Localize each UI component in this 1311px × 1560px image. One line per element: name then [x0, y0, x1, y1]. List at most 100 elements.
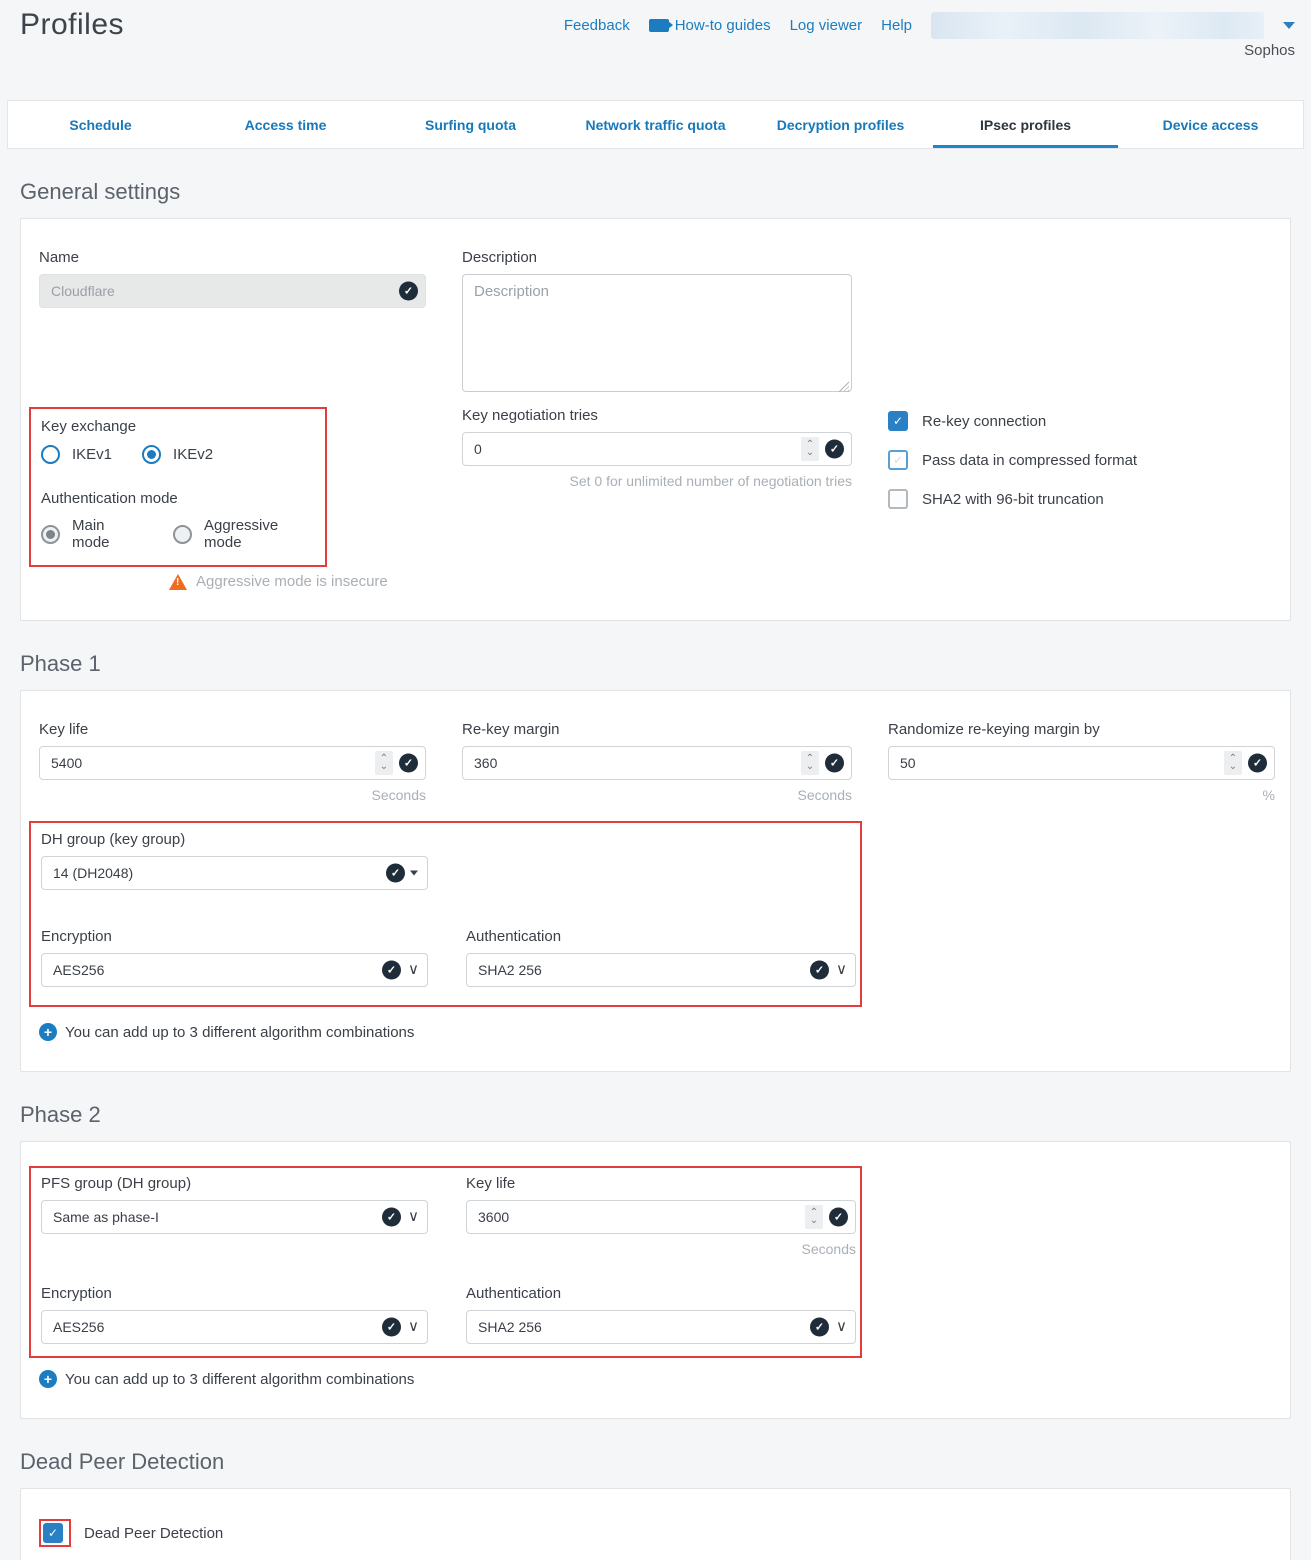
tab-access-time[interactable]: Access time	[244, 116, 327, 133]
stepper-icon[interactable]: ⌃ ⌄	[1224, 751, 1242, 775]
tab-decryption-profiles[interactable]: Decryption profiles	[776, 116, 905, 133]
warning-icon	[169, 573, 187, 590]
ikev1-label: IKEv1	[72, 446, 113, 463]
top-nav: Feedback How-to guides Log viewer Help	[564, 12, 1295, 39]
rekey-margin-label: Re-key margin	[462, 721, 560, 738]
dpd-section: Dead Peer Detection ✓ Dead Peer Detectio…	[20, 1449, 1291, 1560]
compressed-format-label: Pass data in compressed format	[922, 451, 1138, 469]
feedback-link[interactable]: Feedback	[563, 17, 630, 34]
general-settings-section: General settings Name ✓ Description	[20, 179, 1291, 621]
howto-guides-link[interactable]: How-to guides	[648, 17, 771, 34]
phase2-add-note: You can add up to 3 different algorithm …	[65, 1370, 415, 1388]
sha2-truncation-label: SHA2 with 96-bit truncation	[922, 490, 1104, 508]
stepper-icon[interactable]: ⌃ ⌄	[375, 751, 393, 775]
pfs-group-label: PFS group (DH group)	[41, 1175, 192, 1192]
tab-surfing-quota[interactable]: Surfing quota	[425, 116, 516, 133]
tab-schedule[interactable]: Schedule	[69, 116, 132, 133]
aggressive-mode-radio[interactable]	[173, 524, 193, 544]
name-field	[39, 274, 426, 308]
phase1-key-life-label: Key life	[39, 721, 89, 738]
tab-network-traffic-quota[interactable]: Network traffic quota	[585, 116, 726, 133]
header: Profiles Feedback How-to guides Log view…	[0, 0, 1311, 100]
dpd-checkbox-label: Dead Peer Detection	[84, 1524, 224, 1542]
phase1-algorithms-annotation-box: DH group (key group) 14 (DH2048) ✓ Encry…	[29, 821, 862, 1007]
dh-group-label: DH group (key group)	[41, 831, 186, 848]
dropdown-chevron-icon: ∨	[836, 1317, 847, 1335]
phase1-authentication-label: Authentication	[466, 928, 562, 945]
randomize-margin-input[interactable]	[888, 746, 1275, 780]
phase2-encryption-label: Encryption	[41, 1285, 112, 1302]
stepper-icon[interactable]: ⌃ ⌄	[801, 437, 819, 461]
help-link[interactable]: Help	[881, 17, 912, 34]
check-circle-icon: ✓	[382, 1317, 401, 1337]
ikev1-radio[interactable]	[41, 445, 60, 464]
phase1-encryption-select[interactable]: AES256 ✓ ∨	[41, 953, 428, 987]
phase2-key-life-unit: Seconds	[801, 1241, 856, 1257]
phase2-key-life-label: Key life	[466, 1175, 516, 1192]
plus-icon[interactable]: +	[39, 1023, 57, 1041]
check-circle-icon: ✓	[386, 863, 405, 883]
check-circle-icon: ✓	[825, 753, 844, 773]
randomize-margin-label: Randomize re-keying margin by	[888, 721, 1100, 738]
rekey-margin-input[interactable]	[462, 746, 852, 780]
dpd-heading: Dead Peer Detection	[20, 1449, 225, 1474]
main-mode-label: Main mode	[72, 517, 110, 551]
aggressive-mode-label: Aggressive mode	[204, 517, 279, 551]
dpd-card: ✓ Dead Peer Detection Check peer after e…	[20, 1488, 1291, 1560]
auth-mode-label: Authentication mode	[41, 490, 178, 507]
general-settings-card: Name ✓ Description	[20, 218, 1291, 621]
main-mode-radio[interactable]	[41, 524, 60, 544]
dpd-checkbox-annotation-box: ✓	[39, 1519, 71, 1547]
plus-icon[interactable]: +	[39, 1370, 57, 1388]
log-viewer-link[interactable]: Log viewer	[789, 17, 863, 34]
check-circle-icon: ✓	[1248, 753, 1267, 773]
phase1-heading: Phase 1	[20, 651, 101, 676]
dpd-checkbox[interactable]: ✓	[43, 1523, 63, 1543]
caret-down-icon[interactable]	[1283, 22, 1295, 29]
check-circle-icon: ✓	[382, 960, 401, 980]
description-field[interactable]	[462, 274, 852, 392]
key-negotiation-help: Set 0 for unlimited number of negotiatio…	[569, 473, 853, 489]
randomize-margin-unit: %	[1262, 787, 1275, 803]
dh-group-select[interactable]: 14 (DH2048) ✓	[41, 856, 428, 890]
rekey-connection-label: Re-key connection	[922, 412, 1047, 430]
phase2-section: Phase 2 PFS group (DH group) Same as pha…	[20, 1102, 1291, 1419]
ikev2-label: IKEv2	[173, 446, 214, 463]
compressed-format-checkbox[interactable]: ✓	[888, 450, 908, 470]
phase2-authentication-select[interactable]: SHA2 256 ✓ ∨	[466, 1310, 856, 1344]
phase2-heading: Phase 2	[20, 1102, 101, 1127]
phase2-key-life-input[interactable]	[466, 1200, 856, 1234]
pfs-group-select[interactable]: Same as phase-I ✓ ∨	[41, 1200, 428, 1234]
rekey-margin-unit: Seconds	[797, 787, 852, 803]
phase1-add-combination: + You can add up to 3 different algorith…	[39, 1023, 1274, 1041]
stepper-icon[interactable]: ⌃ ⌄	[805, 1205, 823, 1229]
phase1-section: Phase 1 Key life ⌃⌄ ✓ Seconds Re-key mar…	[20, 651, 1291, 1072]
phase1-authentication-select[interactable]: SHA2 256 ✓ ∨	[466, 953, 856, 987]
description-label: Description	[462, 249, 538, 266]
check-circle-icon: ✓	[810, 1317, 829, 1337]
phase1-encryption-label: Encryption	[41, 928, 112, 945]
rekey-connection-checkbox[interactable]: ✓	[888, 411, 908, 431]
rekey-connection-row: ✓ Re-key connection	[888, 411, 1275, 431]
phase2-authentication-label: Authentication	[466, 1285, 562, 1302]
key-negotiation-label: Key negotiation tries	[462, 407, 598, 424]
stepper-icon[interactable]: ⌃ ⌄	[801, 751, 819, 775]
aggressive-warning-text: Aggressive mode is insecure	[196, 573, 388, 590]
ikev2-radio[interactable]	[142, 445, 162, 464]
phase1-add-note: You can add up to 3 different algorithm …	[65, 1023, 415, 1041]
dropdown-chevron-icon: ∨	[408, 1207, 419, 1225]
dropdown-caret-icon	[410, 870, 418, 876]
general-settings-heading: General settings	[20, 179, 181, 204]
tab-ipsec-profiles[interactable]: IPsec profiles	[933, 101, 1118, 148]
account-selector[interactable]	[931, 12, 1264, 39]
phase1-key-life-input[interactable]	[39, 746, 426, 780]
key-negotiation-input[interactable]	[462, 432, 852, 466]
dropdown-chevron-icon: ∨	[408, 960, 419, 978]
phase2-card: PFS group (DH group) Same as phase-I ✓ ∨…	[20, 1141, 1291, 1419]
check-circle-icon: ✓	[382, 1207, 401, 1227]
phase2-encryption-select[interactable]: AES256 ✓ ∨	[41, 1310, 428, 1344]
sha2-truncation-checkbox[interactable]	[888, 489, 908, 509]
check-circle-icon: ✓	[829, 1207, 848, 1227]
compressed-format-row: ✓ Pass data in compressed format	[888, 450, 1275, 470]
tab-device-access[interactable]: Device access	[1162, 116, 1259, 133]
